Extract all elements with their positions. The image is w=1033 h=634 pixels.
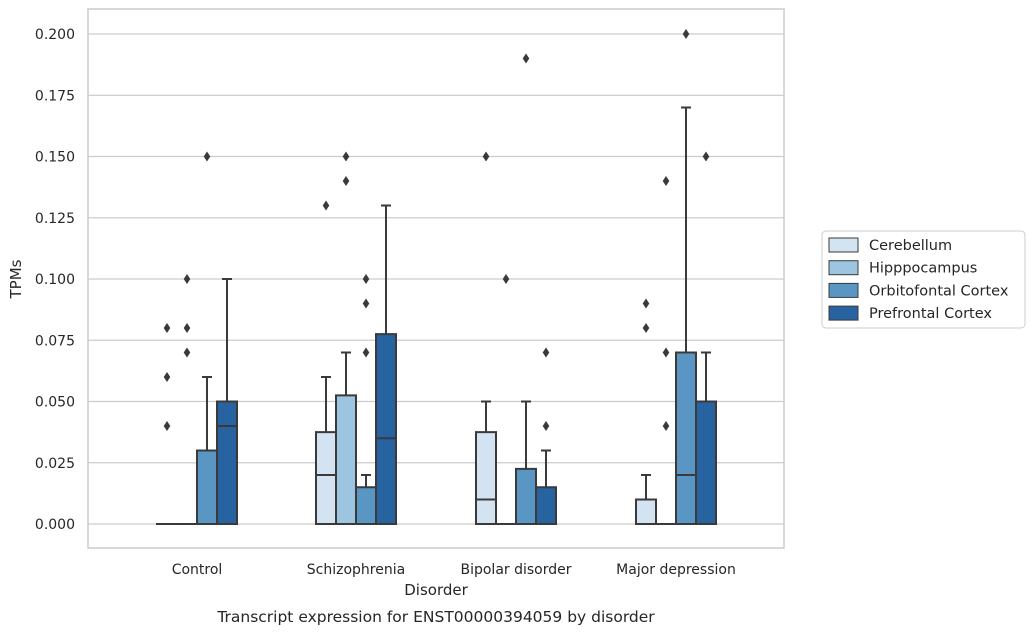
legend-frame bbox=[821, 230, 1026, 329]
box-2-0 bbox=[196, 151, 218, 525]
outlier-point bbox=[183, 347, 191, 358]
iqr-box bbox=[535, 486, 557, 525]
legend-swatch bbox=[828, 305, 859, 321]
y-tick-label: 0.150 bbox=[35, 150, 75, 166]
iqr-box bbox=[335, 394, 357, 525]
outlier-point bbox=[682, 29, 690, 39]
y-tick-label: 0.200 bbox=[35, 27, 75, 43]
box-0-0 bbox=[156, 323, 178, 526]
y-tick-label: 0.050 bbox=[35, 395, 75, 411]
iqr-box bbox=[475, 431, 497, 525]
iqr-box bbox=[216, 400, 238, 525]
box-0-3 bbox=[635, 298, 657, 525]
iqr-box bbox=[355, 486, 377, 525]
box-0-1 bbox=[315, 200, 337, 525]
x-tick-label: Bipolar disorder bbox=[460, 562, 571, 578]
iqr-box bbox=[675, 351, 697, 525]
box-layer bbox=[156, 29, 717, 526]
outlier-point bbox=[183, 274, 191, 284]
outlier-point bbox=[163, 421, 171, 431]
x-axis-label: Disorder bbox=[404, 581, 468, 599]
outlier-point bbox=[662, 347, 670, 358]
outlier-point bbox=[203, 151, 211, 162]
y-tick-labels: 0.000 0.025 0.050 0.075 0.100 0.125 0.150 0.175… bbox=[35, 27, 75, 533]
y-tick-label: 0.125 bbox=[35, 211, 75, 227]
outlier-point bbox=[183, 323, 191, 333]
outlier-point bbox=[662, 176, 670, 186]
box-2-3 bbox=[675, 29, 697, 525]
iqr-box bbox=[375, 333, 397, 525]
outlier-point bbox=[163, 372, 171, 382]
legend-swatch bbox=[828, 237, 859, 253]
outlier-point bbox=[542, 347, 550, 358]
legend-swatch bbox=[828, 282, 859, 298]
box-3-3 bbox=[695, 151, 717, 525]
y-tick-label: 0.175 bbox=[35, 88, 75, 104]
iqr-box bbox=[695, 400, 717, 525]
outlier-point bbox=[702, 151, 710, 162]
outlier-point bbox=[163, 323, 171, 333]
outlier-point bbox=[662, 421, 670, 431]
box-2-1 bbox=[355, 274, 377, 525]
box-1-0 bbox=[176, 274, 198, 526]
legend-label: Prefrontal Cortex bbox=[869, 306, 992, 322]
box-3-2 bbox=[535, 347, 557, 525]
y-axis-label: TPMs bbox=[7, 259, 25, 299]
outlier-point bbox=[322, 200, 330, 211]
legend: Cerebellum Hipppocampus Orbitofontal Corte… bbox=[821, 230, 1026, 329]
x-tick-label: Schizophrenia bbox=[307, 562, 405, 578]
y-tick-label: 0.100 bbox=[35, 272, 75, 288]
iqr-box bbox=[515, 467, 537, 525]
outlier-point bbox=[342, 176, 350, 186]
outlier-point bbox=[522, 53, 530, 64]
box-3-0 bbox=[216, 278, 238, 525]
box-1-3 bbox=[655, 176, 677, 526]
legend-swatch bbox=[828, 260, 859, 276]
legend-label: Orbitofontal Cortex bbox=[869, 283, 1009, 299]
outlier-point bbox=[362, 347, 370, 358]
outlier-point bbox=[482, 151, 490, 162]
iqr-box bbox=[635, 498, 657, 525]
iqr-box bbox=[315, 431, 337, 525]
x-tick-labels: Control Schizophrenia Bipolar disorder Majo… bbox=[172, 562, 736, 578]
legend-label: Hipppocampus bbox=[869, 261, 977, 277]
x-tick-label: Major depression bbox=[616, 562, 736, 578]
plot-frame bbox=[87, 8, 785, 549]
box-1-1 bbox=[335, 151, 357, 525]
iqr-box bbox=[196, 449, 218, 525]
box-2-2 bbox=[515, 53, 537, 525]
outlier-point bbox=[502, 274, 510, 284]
outlier-point bbox=[342, 151, 350, 162]
y-tick-label: 0.000 bbox=[35, 517, 75, 533]
box-0-2 bbox=[475, 151, 497, 525]
outlier-point bbox=[642, 323, 650, 333]
figure-caption: Transcript expression for ENST0000039405… bbox=[216, 608, 655, 626]
legend-label: Cerebellum bbox=[869, 238, 952, 254]
box-1-2 bbox=[495, 274, 517, 526]
outlier-point bbox=[362, 274, 370, 284]
y-tick-label: 0.075 bbox=[35, 333, 75, 349]
x-tick-label: Control bbox=[172, 562, 223, 578]
outlier-point bbox=[642, 298, 650, 309]
y-tick-label: 0.025 bbox=[35, 456, 75, 472]
outlier-point bbox=[362, 298, 370, 309]
outlier-point bbox=[542, 421, 550, 431]
box-3-1 bbox=[375, 204, 397, 525]
